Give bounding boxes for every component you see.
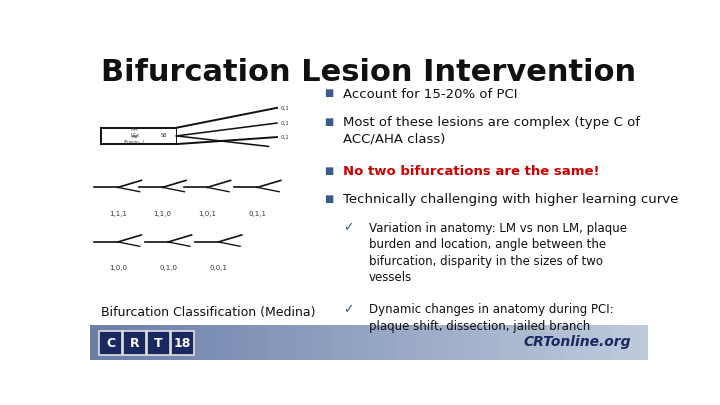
Bar <box>90 324 99 360</box>
Text: ■: ■ <box>324 88 333 98</box>
Bar <box>183 324 192 360</box>
Bar <box>574 324 583 360</box>
Bar <box>472 324 481 360</box>
Text: Variation in anatomy: LM vs non LM, plaque
burden and location, angle between th: Variation in anatomy: LM vs non LM, plaq… <box>369 222 627 284</box>
Bar <box>313 324 323 360</box>
Bar <box>351 324 360 360</box>
Bar <box>620 324 629 360</box>
Bar <box>593 324 601 360</box>
Bar <box>164 324 174 360</box>
Bar <box>266 324 276 360</box>
Bar <box>453 324 462 360</box>
Bar <box>276 324 285 360</box>
Bar <box>360 324 369 360</box>
Bar <box>332 324 341 360</box>
Text: No two bifurcations are the same!: No two bifurcations are the same! <box>343 165 599 178</box>
Text: Bifurcation Classification (Medina): Bifurcation Classification (Medina) <box>101 306 315 319</box>
Text: 1,0,0: 1,0,0 <box>109 265 127 271</box>
Bar <box>285 324 294 360</box>
Text: ✓: ✓ <box>343 222 354 234</box>
FancyBboxPatch shape <box>123 331 146 356</box>
Text: 0,1,1: 0,1,1 <box>248 211 266 217</box>
Text: 18: 18 <box>174 337 192 350</box>
Bar <box>536 324 546 360</box>
Text: C: C <box>106 337 115 350</box>
Text: T: T <box>154 337 163 350</box>
FancyBboxPatch shape <box>147 331 171 356</box>
Text: SB: SB <box>161 133 167 139</box>
Bar <box>145 324 155 360</box>
Bar <box>192 324 202 360</box>
Bar <box>546 324 555 360</box>
Bar <box>444 324 453 360</box>
Bar <box>304 324 313 360</box>
Text: CRTonline.org: CRTonline.org <box>523 335 631 350</box>
Text: ■: ■ <box>324 194 333 204</box>
Bar <box>202 324 211 360</box>
Bar <box>118 324 127 360</box>
Text: Account for 15-20% of PCI: Account for 15-20% of PCI <box>343 87 517 100</box>
Bar <box>369 324 378 360</box>
Text: 1,1,0: 1,1,0 <box>153 211 171 217</box>
Bar <box>629 324 639 360</box>
Text: Most of these lesions are complex (type C of
ACC/AHA class): Most of these lesions are complex (type … <box>343 116 640 145</box>
Bar <box>397 324 406 360</box>
Text: ■: ■ <box>324 166 333 175</box>
Text: 0,1: 0,1 <box>281 121 290 126</box>
Bar <box>415 324 425 360</box>
Text: MA
LCx: MA LCx <box>130 127 139 138</box>
Text: 0,0,1: 0,0,1 <box>210 265 228 271</box>
Bar <box>341 324 351 360</box>
Text: MB
(Proxim...): MB (Proxim...) <box>124 135 145 144</box>
Bar <box>583 324 593 360</box>
Bar <box>230 324 239 360</box>
Bar <box>127 324 137 360</box>
Bar <box>508 324 518 360</box>
Bar <box>137 324 145 360</box>
Bar <box>527 324 536 360</box>
Text: 1,0,1: 1,0,1 <box>198 211 216 217</box>
Bar <box>564 324 574 360</box>
Bar <box>211 324 220 360</box>
Bar <box>611 324 620 360</box>
Bar <box>490 324 499 360</box>
Bar <box>434 324 444 360</box>
Bar <box>601 324 611 360</box>
Bar <box>109 324 118 360</box>
Text: Dynamic changes in anatomy during PCI:
plaque shift, dissection, jailed branch: Dynamic changes in anatomy during PCI: p… <box>369 303 613 333</box>
Bar <box>639 324 648 360</box>
Bar <box>462 324 472 360</box>
Bar <box>406 324 415 360</box>
Bar <box>220 324 230 360</box>
Text: 0,1: 0,1 <box>281 105 290 110</box>
Text: 1,1,1: 1,1,1 <box>109 211 127 217</box>
Bar <box>155 324 164 360</box>
FancyBboxPatch shape <box>99 331 122 356</box>
Bar <box>99 324 109 360</box>
Bar <box>239 324 248 360</box>
Text: Bifurcation Lesion Intervention: Bifurcation Lesion Intervention <box>102 58 636 87</box>
Text: 0,1: 0,1 <box>281 134 290 140</box>
Bar <box>481 324 490 360</box>
Bar <box>174 324 183 360</box>
Bar <box>425 324 434 360</box>
Bar <box>294 324 304 360</box>
Text: R: R <box>130 337 140 350</box>
Bar <box>378 324 387 360</box>
Text: Technically challenging with higher learning curve: Technically challenging with higher lear… <box>343 193 678 206</box>
Text: 0,1,0: 0,1,0 <box>159 265 177 271</box>
Text: ■: ■ <box>324 117 333 127</box>
Bar <box>323 324 332 360</box>
Bar <box>258 324 266 360</box>
Bar <box>518 324 527 360</box>
FancyBboxPatch shape <box>171 331 194 356</box>
Bar <box>248 324 258 360</box>
Bar <box>499 324 508 360</box>
Bar <box>387 324 397 360</box>
Text: ✓: ✓ <box>343 303 354 316</box>
Bar <box>555 324 564 360</box>
